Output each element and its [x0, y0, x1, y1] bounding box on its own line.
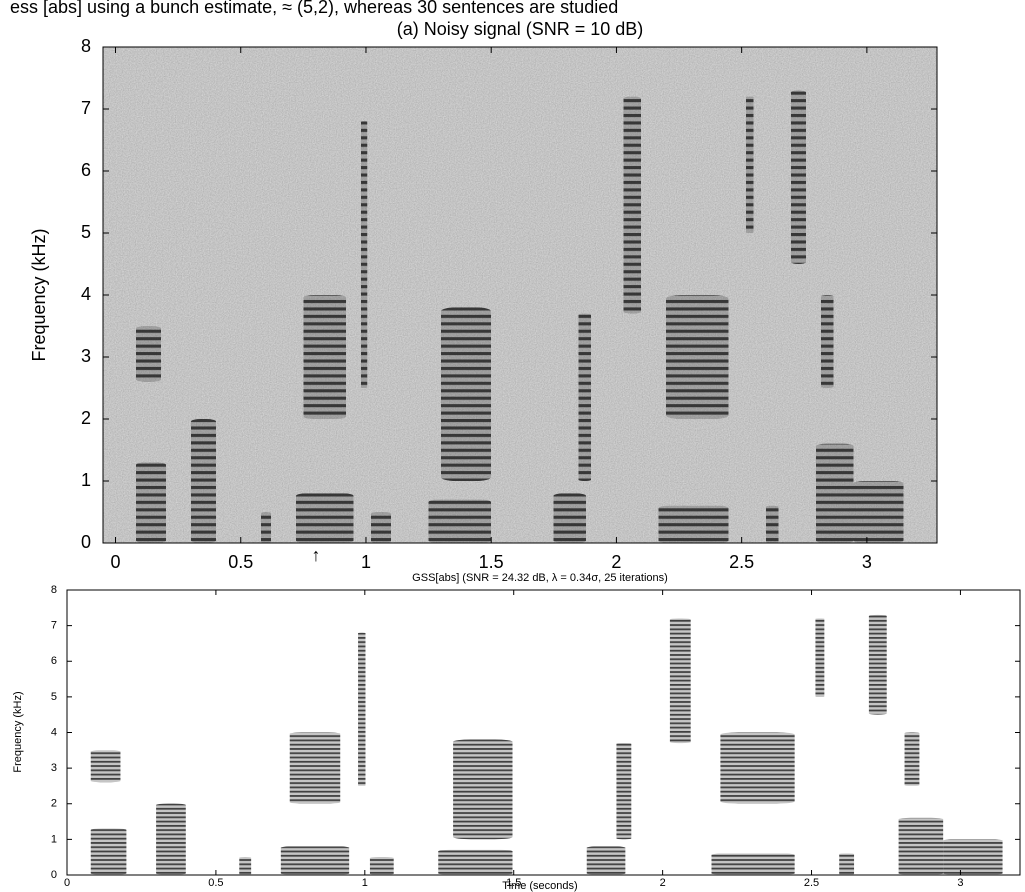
y-tick-label: 3 [51, 762, 57, 774]
x-tick-label: 3 [862, 552, 872, 572]
y-tick-label: 2 [81, 408, 91, 428]
x-tick-label: 0.5 [208, 877, 223, 889]
y-tick-label: 0 [51, 869, 57, 881]
y-tick-label: 7 [81, 98, 91, 118]
y-axis-label: Frequency (kHz) [12, 691, 24, 772]
y-tick-label: 1 [51, 833, 57, 845]
x-tick-label: 0 [111, 552, 121, 572]
y-tick-label: 7 [51, 620, 57, 632]
x-tick-label: 1.5 [479, 552, 504, 572]
y-tick-label: 4 [81, 284, 91, 304]
noisy-spectrogram [103, 47, 937, 543]
y-tick-label: 8 [51, 584, 57, 596]
x-tick-label: 1.5 [506, 877, 521, 889]
x-tick-label: 0 [64, 877, 70, 889]
x-tick-label: 1 [362, 877, 368, 889]
y-tick-label: 2 [51, 798, 57, 810]
x-tick-label: 2.5 [729, 552, 754, 572]
y-tick-label: 3 [81, 346, 91, 366]
y-tick-label: 6 [51, 655, 57, 667]
y-tick-label: 5 [51, 691, 57, 703]
x-axis-label: Time (seconds) [502, 880, 577, 892]
x-tick-label: 2.5 [804, 877, 819, 889]
annotation: ↑ [312, 545, 321, 565]
y-tick-label: 6 [81, 160, 91, 180]
panel-title: (a) Noisy signal (SNR = 10 dB) [397, 19, 644, 39]
y-tick-label: 0 [81, 532, 91, 552]
y-axis-label: Frequency (kHz) [29, 228, 49, 361]
header-fragment: ess [abs] using a bunch estimate, ≈ (5,2… [10, 0, 618, 17]
y-tick-label: 1 [81, 470, 91, 490]
x-tick-label: 2 [660, 877, 666, 889]
y-tick-label: 8 [81, 36, 91, 56]
x-tick-label: 0.5 [228, 552, 253, 572]
panel-title: GSS[abs] (SNR = 24.32 dB, λ = 0.34σ, 25 … [412, 572, 668, 584]
x-tick-label: 1 [361, 552, 371, 572]
x-tick-label: 2 [611, 552, 621, 572]
denoised-spectrogram [67, 590, 1020, 875]
x-tick-label: 3 [957, 877, 963, 889]
y-tick-label: 5 [81, 222, 91, 242]
y-tick-label: 4 [51, 726, 57, 738]
